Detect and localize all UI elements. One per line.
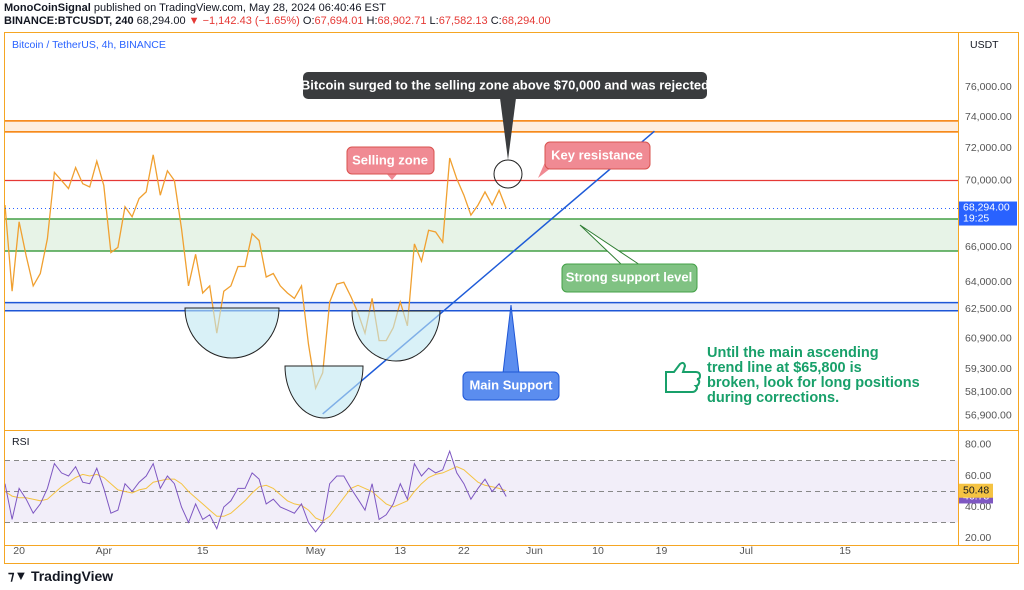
last-price-box <box>959 201 1017 226</box>
x-tick-label: Apr <box>96 545 113 557</box>
published: published on TradingView.com, May 28, 20… <box>94 2 386 14</box>
y-tick-label: 62,500.00 <box>965 303 1012 315</box>
x-tick-label: 15 <box>197 545 209 557</box>
ohlc-key: L: <box>430 15 439 27</box>
logo: ⁊▼ TradingView <box>8 568 113 584</box>
ohlc-value: 67,582.13 <box>439 15 488 27</box>
ohlc-value: 68,294.00 <box>502 15 551 27</box>
callout-text: Bitcoin surged to the selling zone above… <box>301 77 709 92</box>
callout-text: Key resistance <box>551 147 643 162</box>
y-tick-label: 20.00 <box>965 532 991 544</box>
last: 68,294.00 <box>137 15 186 27</box>
y-tick-label: 66,000.00 <box>965 241 1012 253</box>
x-tick-label: 13 <box>394 545 406 557</box>
frame <box>4 32 1019 564</box>
x-tick-label: May <box>306 545 327 557</box>
zone <box>5 218 958 251</box>
y-tick-label: 60.00 <box>965 470 991 482</box>
callout: Strong support level <box>561 224 698 293</box>
cup-shape <box>351 310 441 362</box>
ohlc-key: H: <box>367 15 378 27</box>
hand-icon <box>665 361 702 393</box>
x-tick-label: 10 <box>592 545 604 557</box>
zone <box>5 120 958 132</box>
x-tick-label: Jun <box>526 545 543 557</box>
note-line: trend line at $65,800 is <box>707 360 862 376</box>
y-tick-label: 80.00 <box>965 439 991 451</box>
x-tick-label: Jul <box>740 545 753 557</box>
header-line: MonoCoinSignal published on TradingView.… <box>4 2 386 14</box>
y-tick-label: 58,100.00 <box>965 386 1012 398</box>
y-tick-label: 64,000.00 <box>965 276 1012 288</box>
rsi-value-box <box>959 483 993 498</box>
price-line <box>4 154 507 391</box>
x-tick-label: 15 <box>839 545 851 557</box>
ohlc-key: O: <box>303 15 315 27</box>
note-line: during corrections. <box>707 390 839 406</box>
rsi-value-label: 50.48 <box>963 485 989 497</box>
ohlc-value: 67,694.01 <box>315 15 364 27</box>
x-tick-label: 19 <box>656 545 668 557</box>
x-tick-label: 20 <box>13 545 25 557</box>
y-tick-label: 76,000.00 <box>965 81 1012 93</box>
plot-area <box>4 120 958 533</box>
rsi-line <box>4 449 507 533</box>
cup-shape <box>184 307 280 359</box>
y-tick-label: 60,900.00 <box>965 333 1012 345</box>
x-tick-label: 22 <box>458 545 470 557</box>
zone <box>5 302 958 311</box>
y-tick-label: 40.00 <box>965 501 991 513</box>
ohlc-key: C: <box>491 15 502 27</box>
ohlc-value: 68,902.71 <box>378 15 427 27</box>
countdown: 19:25 <box>963 212 989 224</box>
cup-shape <box>284 365 364 419</box>
callout-text: Selling zone <box>352 152 428 167</box>
change: ▼ −1,142.43 (−1.65%) <box>189 15 300 27</box>
symbol-line: BINANCE:BTCUSDT, 240 68,294.00 ▼ −1,142.… <box>4 15 551 27</box>
y-tick-label: 72,000.00 <box>965 142 1012 154</box>
y-tick-label: 56,900.00 <box>965 410 1012 422</box>
callout: Key resistance <box>538 141 651 178</box>
pane-title: Bitcoin / TetherUS, 4h, BINANCE <box>12 39 166 51</box>
note-line: Until the main ascending <box>707 345 879 361</box>
symbol: BINANCE:BTCUSDT, 240 <box>4 15 134 27</box>
callout-text: Strong support level <box>566 269 692 284</box>
y-tick-label: 70,000.00 <box>965 174 1012 186</box>
callout: Main Support <box>462 304 560 401</box>
axis-unit: USDT <box>970 39 999 51</box>
trendline <box>322 130 655 415</box>
last-price-label: 68,294.00 <box>963 201 1010 213</box>
y-tick-label: 74,000.00 <box>965 111 1012 123</box>
logo-text: TradingView <box>31 568 113 584</box>
rsi-line <box>4 466 507 522</box>
callout: Bitcoin surged to the selling zone above… <box>301 72 709 189</box>
pane-title: RSI <box>12 436 30 448</box>
callout-text: Main Support <box>469 377 553 392</box>
note-line: broken, look for long positions <box>707 375 920 391</box>
callout: Selling zone <box>346 146 435 180</box>
publisher: MonoCoinSignal <box>4 2 91 14</box>
y-tick-label: 59,300.00 <box>965 363 1012 375</box>
